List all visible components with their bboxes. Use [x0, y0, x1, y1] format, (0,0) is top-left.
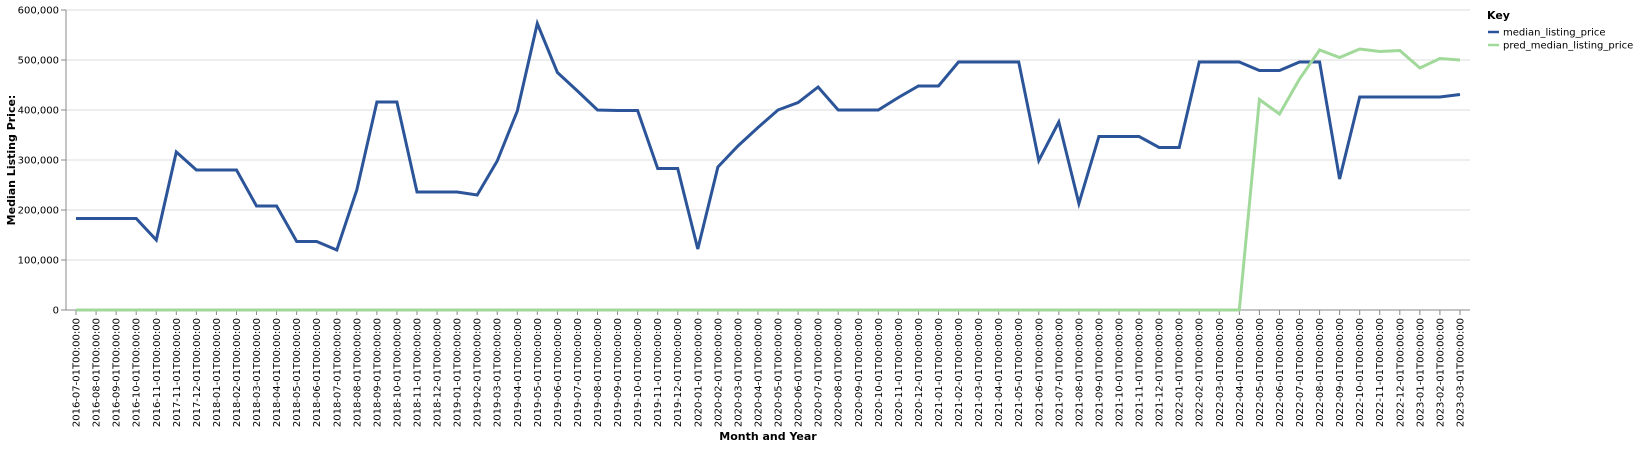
x-tick-label: 2022-05-01T00:00:00	[1255, 318, 1266, 427]
x-tick-label: 2019-02-01T00:00:00	[473, 318, 484, 427]
legend-label: pred_median_listing_price	[1503, 41, 1633, 52]
x-tick-label: 2018-07-01T00:00:00	[332, 318, 343, 427]
x-tick-label: 2022-09-01T00:00:00	[1335, 318, 1346, 427]
x-tick-label: 2021-07-01T00:00:00	[1054, 318, 1065, 427]
x-tick-label: 2018-06-01T00:00:00	[312, 318, 323, 427]
x-tick-label: 2020-09-01T00:00:00	[854, 318, 865, 427]
x-tick-label: 2019-10-01T00:00:00	[633, 318, 644, 427]
x-tick-label: 2020-01-01T00:00:00	[693, 318, 704, 427]
y-tick-label: 600,000	[18, 6, 59, 17]
x-tick-label: 2016-08-01T00:00:00	[92, 318, 103, 427]
x-tick-label: 2018-05-01T00:00:00	[292, 318, 303, 427]
x-tick-label: 2022-03-01T00:00:00	[1215, 318, 1226, 427]
x-tick-label: 2022-08-01T00:00:00	[1315, 318, 1326, 427]
x-tick-label: 2020-04-01T00:00:00	[753, 318, 764, 427]
x-tick-label: 2022-01-01T00:00:00	[1175, 318, 1186, 427]
x-tick-label: 2018-08-01T00:00:00	[352, 318, 363, 427]
gridlines	[66, 9, 1470, 311]
x-tick-label: 2019-04-01T00:00:00	[513, 318, 524, 427]
x-tick-label: 2020-07-01T00:00:00	[814, 318, 825, 427]
x-tick-label: 2021-08-01T00:00:00	[1074, 318, 1085, 427]
legend-title: Key	[1487, 9, 1510, 22]
x-axis-title: Month and Year	[719, 430, 817, 443]
x-tick-label: 2022-10-01T00:00:00	[1355, 318, 1366, 427]
x-tick-label: 2020-05-01T00:00:00	[774, 318, 785, 427]
x-tick-label: 2018-04-01T00:00:00	[272, 318, 283, 427]
y-tick-label: 200,000	[18, 206, 59, 217]
x-tick-label: 2018-11-01T00:00:00	[413, 318, 424, 427]
x-tick-label: 2020-03-01T00:00:00	[733, 318, 744, 427]
y-tick-label: 100,000	[18, 256, 59, 267]
x-tick-label: 2019-11-01T00:00:00	[653, 318, 664, 427]
x-tick-label: 2022-07-01T00:00:00	[1295, 318, 1306, 427]
x-tick-label: 2021-01-01T00:00:00	[934, 318, 945, 427]
x-tick-label: 2022-12-01T00:00:00	[1395, 318, 1406, 427]
x-tick-label: 2018-09-01T00:00:00	[372, 318, 383, 427]
x-tick-label: 2023-01-01T00:00:00	[1415, 318, 1426, 427]
x-tick-label: 2020-06-01T00:00:00	[794, 318, 805, 427]
x-tick-label: 2021-04-01T00:00:00	[994, 318, 1005, 427]
x-axis-ticks: 2016-07-01T00:00:00 2016-08-01T00:00:00 20…	[72, 310, 1466, 427]
x-tick-label: 2021-03-01T00:00:00	[974, 318, 985, 427]
x-tick-label: 2016-07-01T00:00:00	[72, 318, 83, 427]
x-tick-label: 2019-03-01T00:00:00	[493, 318, 504, 427]
x-tick-label: 2021-06-01T00:00:00	[1034, 318, 1045, 427]
x-tick-label: 2020-08-01T00:00:00	[834, 318, 845, 427]
x-tick-label: 2016-10-01T00:00:00	[132, 318, 143, 427]
x-tick-label: 2018-02-01T00:00:00	[232, 318, 243, 427]
x-tick-label: 2020-02-01T00:00:00	[713, 318, 724, 427]
x-tick-label: 2016-09-01T00:00:00	[112, 318, 123, 427]
x-tick-label: 2022-02-01T00:00:00	[1195, 318, 1206, 427]
x-tick-label: 2022-04-01T00:00:00	[1235, 318, 1246, 427]
x-tick-label: 2021-12-01T00:00:00	[1155, 318, 1166, 427]
x-tick-label: 2020-10-01T00:00:00	[874, 318, 885, 427]
x-tick-label: 2018-03-01T00:00:00	[252, 318, 263, 427]
x-tick-label: 2023-03-01T00:00:00	[1455, 318, 1466, 427]
x-tick-label: 2018-10-01T00:00:00	[392, 318, 403, 427]
x-tick-label: 2019-09-01T00:00:00	[613, 318, 624, 427]
x-tick-label: 2017-11-01T00:00:00	[172, 318, 183, 427]
y-tick-label: 400,000	[18, 106, 59, 117]
x-tick-label: 2021-10-01T00:00:00	[1115, 318, 1126, 427]
series-lines	[76, 18, 1461, 312]
x-tick-label: 2023-02-01T00:00:00	[1435, 318, 1446, 427]
x-tick-label: 2021-02-01T00:00:00	[954, 318, 965, 427]
x-tick-label: 2022-06-01T00:00:00	[1275, 318, 1286, 427]
x-tick-label: 2020-11-01T00:00:00	[894, 318, 905, 427]
x-tick-label: 2022-11-01T00:00:00	[1375, 318, 1386, 427]
legend-label: median_listing_price	[1503, 28, 1606, 39]
series-line-pred-median-listing-price	[76, 47, 1461, 312]
series-line-median-listing-price	[76, 18, 1461, 253]
x-tick-label: 2019-07-01T00:00:00	[573, 318, 584, 427]
y-tick-label: 500,000	[18, 56, 59, 67]
legend: Key median_listing_price pred_median_list…	[1487, 9, 1633, 52]
x-tick-label: 2019-06-01T00:00:00	[553, 318, 564, 427]
x-tick-label: 2019-05-01T00:00:00	[533, 318, 544, 427]
x-tick-label: 2019-08-01T00:00:00	[593, 318, 604, 427]
y-tick-label: 0	[53, 306, 59, 317]
x-tick-label: 2020-12-01T00:00:00	[914, 318, 925, 427]
x-tick-label: 2017-12-01T00:00:00	[192, 318, 203, 427]
x-tick-label: 2019-01-01T00:00:00	[453, 318, 464, 427]
y-axis-title: Median Listing Price:	[5, 95, 18, 226]
x-tick-label: 2019-12-01T00:00:00	[673, 318, 684, 427]
x-tick-label: 2018-01-01T00:00:00	[212, 318, 223, 427]
x-tick-label: 2021-11-01T00:00:00	[1135, 318, 1146, 427]
y-tick-label: 300,000	[18, 156, 59, 167]
x-tick-label: 2016-11-01T00:00:00	[152, 318, 163, 427]
y-axis-ticks: 0 100,000 200,000 300,000 400,000 500,000 600,…	[18, 6, 66, 317]
x-tick-label: 2021-09-01T00:00:00	[1094, 318, 1105, 427]
x-tick-label: 2018-12-01T00:00:00	[433, 318, 444, 427]
legend-items: median_listing_price pred_median_listing_…	[1488, 28, 1633, 52]
x-tick-label: 2021-05-01T00:00:00	[1014, 318, 1025, 427]
